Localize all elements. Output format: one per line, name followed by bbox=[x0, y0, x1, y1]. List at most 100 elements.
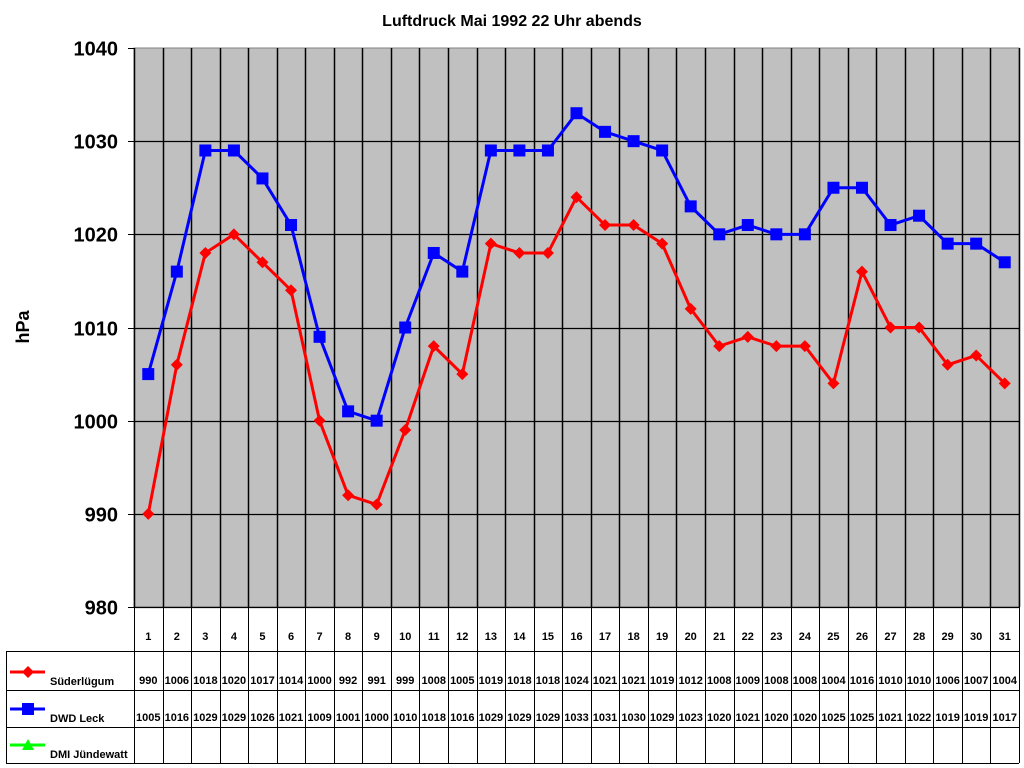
y-tick-label: 1000 bbox=[74, 412, 119, 434]
table-cell-value: 1025 bbox=[821, 712, 845, 724]
legend-label: DWD Leck bbox=[50, 713, 105, 725]
square-marker-icon bbox=[656, 144, 669, 157]
diamond-marker-icon bbox=[456, 368, 469, 381]
x-tick-label: 18 bbox=[627, 631, 639, 643]
legend-label: DMI Jündewatt bbox=[50, 749, 128, 761]
x-tick-label: 29 bbox=[942, 631, 954, 643]
table-cell-value: 1004 bbox=[992, 675, 1017, 687]
table-cell-value: 1026 bbox=[250, 712, 274, 724]
table-cell-value: 1008 bbox=[764, 675, 788, 687]
diamond-marker-icon bbox=[199, 246, 212, 259]
table-cell-value: 1006 bbox=[165, 675, 189, 687]
table-cell-value: 1009 bbox=[736, 675, 760, 687]
series-lines bbox=[142, 107, 1011, 520]
x-tick-label: 13 bbox=[485, 631, 497, 643]
diamond-marker-icon bbox=[741, 330, 754, 343]
square-marker-icon bbox=[170, 265, 183, 278]
table-cell-value: 1021 bbox=[279, 712, 303, 724]
table-cell-value: 1005 bbox=[136, 712, 160, 724]
diamond-marker-icon bbox=[998, 377, 1011, 390]
square-marker-icon bbox=[427, 246, 440, 259]
diamond-marker-icon bbox=[570, 191, 583, 204]
x-tick-label: 27 bbox=[884, 631, 896, 643]
x-tick-label: 5 bbox=[259, 631, 265, 643]
square-marker-icon bbox=[456, 265, 469, 278]
diamond-marker-icon bbox=[599, 219, 612, 232]
square-marker-icon bbox=[998, 256, 1011, 269]
table-cell-value: 1021 bbox=[593, 675, 617, 687]
table-cell-value: 1007 bbox=[964, 675, 988, 687]
table-cell-value: 1017 bbox=[250, 675, 274, 687]
square-marker-icon bbox=[342, 405, 355, 418]
diamond-marker-icon bbox=[656, 237, 669, 250]
square-marker-icon bbox=[855, 181, 868, 194]
table-cell-value: 999 bbox=[396, 675, 414, 687]
x-tick-label: 28 bbox=[913, 631, 925, 643]
diamond-marker-icon bbox=[770, 340, 783, 353]
square-marker-icon bbox=[627, 135, 640, 148]
diamond-marker-icon bbox=[855, 265, 868, 278]
table-cell-value: 1029 bbox=[479, 712, 503, 724]
x-tick-label: 31 bbox=[999, 631, 1011, 643]
legend-label: Süderlügum bbox=[50, 676, 114, 688]
table-cell-value: 1000 bbox=[364, 712, 388, 724]
table-cell-value: 1001 bbox=[336, 712, 360, 724]
x-tick-label: 7 bbox=[317, 631, 323, 643]
diamond-marker-icon bbox=[285, 284, 298, 297]
x-tick-label: 17 bbox=[599, 631, 611, 643]
table-cell-value: 1017 bbox=[992, 712, 1016, 724]
x-tick-label: 20 bbox=[685, 631, 697, 643]
y-axis: 980 990 1000 1010 1020 1030 1040 bbox=[74, 39, 135, 620]
table-cell-value: 1021 bbox=[878, 712, 902, 724]
diamond-marker-icon bbox=[827, 377, 840, 390]
square-marker-icon bbox=[827, 181, 840, 194]
square-marker-icon bbox=[199, 144, 212, 157]
table-cell-value: 1029 bbox=[536, 712, 560, 724]
table-cell-value: 1004 bbox=[821, 675, 846, 687]
x-tick-label: 9 bbox=[374, 631, 380, 643]
table-cell-value: 1020 bbox=[222, 675, 246, 687]
square-marker-icon bbox=[713, 228, 726, 241]
diamond-marker-icon bbox=[627, 219, 640, 232]
square-marker-icon bbox=[484, 144, 497, 157]
diamond-marker-icon bbox=[427, 340, 440, 353]
y-tick-label: 980 bbox=[85, 598, 118, 620]
diamond-marker-icon bbox=[399, 423, 412, 436]
table-cell-value: 1029 bbox=[222, 712, 246, 724]
table-cell-value: 1010 bbox=[878, 675, 902, 687]
table-cell-value: 1012 bbox=[678, 675, 702, 687]
table-cell-value: 1008 bbox=[422, 675, 446, 687]
y-axis-label: hPa bbox=[13, 310, 33, 344]
table-cell-value: 1019 bbox=[650, 675, 674, 687]
diamond-marker-icon bbox=[142, 507, 155, 520]
table-cell-value: 990 bbox=[139, 675, 157, 687]
x-tick-label: 23 bbox=[770, 631, 782, 643]
table-cell-value: 1019 bbox=[935, 712, 959, 724]
square-marker-icon bbox=[285, 219, 298, 232]
table-cell-value: 1018 bbox=[536, 675, 560, 687]
diamond-marker-icon bbox=[22, 666, 34, 678]
table-cell-value: 1019 bbox=[479, 675, 503, 687]
chart-title: Luftdruck Mai 1992 22 Uhr abends bbox=[382, 13, 642, 30]
table-cell-value: 1008 bbox=[707, 675, 731, 687]
table-cell-value: 1009 bbox=[307, 712, 331, 724]
diamond-marker-icon bbox=[227, 228, 240, 241]
x-tick-label: 30 bbox=[970, 631, 982, 643]
diamond-marker-icon bbox=[941, 358, 954, 371]
data-table: 1 2 3 4 5 6 7 8 9 10 11 12 13 14 15 16 17 18 19 20 21 22 23 24 2… bbox=[6, 607, 1020, 764]
square-marker-icon bbox=[399, 321, 412, 334]
x-tick-label: 15 bbox=[542, 631, 554, 643]
table-cell-value: 1016 bbox=[450, 712, 474, 724]
square-marker-icon bbox=[142, 368, 155, 381]
diamond-marker-icon bbox=[798, 340, 811, 353]
square-marker-icon bbox=[599, 125, 612, 138]
square-marker-icon bbox=[913, 209, 926, 222]
x-tick-label: 12 bbox=[456, 631, 468, 643]
x-tick-label: 4 bbox=[231, 631, 238, 643]
square-marker-icon bbox=[227, 144, 240, 157]
table-cell-value: 1033 bbox=[564, 712, 588, 724]
x-tick-label: 8 bbox=[345, 631, 351, 643]
square-marker-icon bbox=[313, 330, 326, 343]
diamond-marker-icon bbox=[970, 349, 983, 362]
